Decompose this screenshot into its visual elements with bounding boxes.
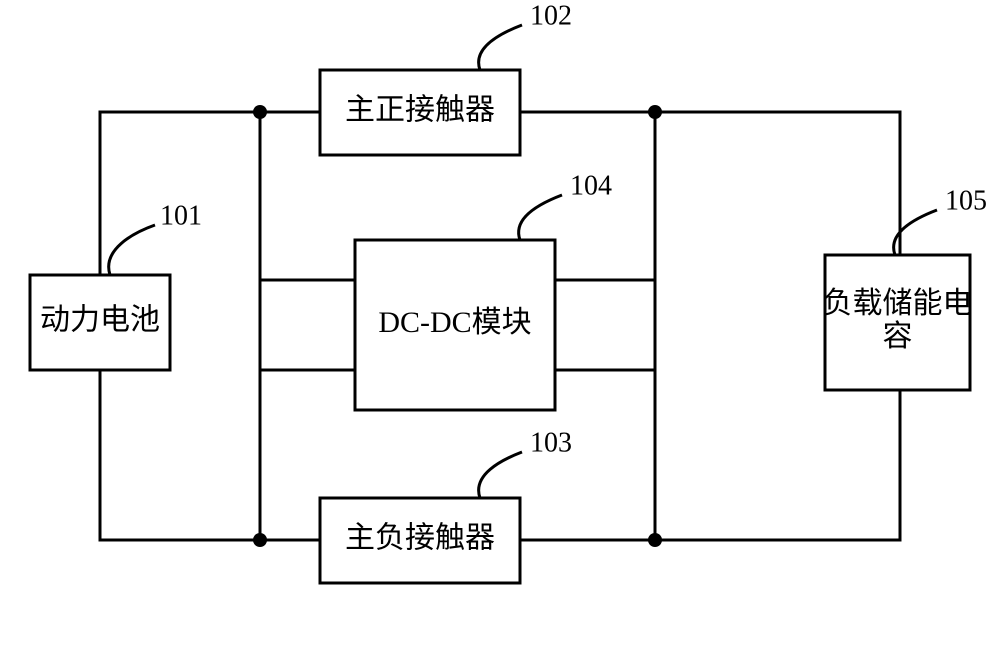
main-negative-contactor-box-label: 主负接触器 (345, 521, 495, 554)
load-capacitor-box: 负载储能电容 (823, 255, 973, 390)
callout-102: 102 (479, 0, 572, 70)
dcdc-module-box-label: DC-DC模块 (378, 306, 531, 339)
callout-103: 103 (479, 427, 572, 498)
load-capacitor-box-label-line2: 容 (883, 320, 913, 353)
battery-box-label: 动力电池 (40, 303, 160, 336)
junction-dot (648, 105, 662, 119)
load-capacitor-box-label-line1: 负载储能电 (823, 287, 973, 320)
main-negative-contactor-box: 主负接触器 (320, 498, 520, 583)
callout-104: 104 (519, 170, 612, 240)
main-positive-contactor-box-label: 主正接触器 (345, 93, 495, 126)
main-positive-contactor-box: 主正接触器 (320, 70, 520, 155)
callout-105: 105 (894, 185, 987, 255)
callout-101: 101 (109, 200, 202, 275)
block-diagram: 动力电池 主正接触器主负接触器 DC-DC模块 负载储能电容 101 102 103 104 1… (0, 0, 1000, 647)
junction-dot (648, 533, 662, 547)
callout-101-text: 101 (160, 200, 202, 231)
dcdc-module-box: DC-DC模块 (355, 240, 555, 410)
junction-dot (253, 105, 267, 119)
callout-102-text: 102 (530, 0, 572, 31)
battery-box: 动力电池 (30, 275, 170, 370)
callout-104-text: 104 (570, 170, 612, 201)
callout-103-text: 103 (530, 427, 572, 458)
callout-105-text: 105 (945, 185, 987, 216)
junction-dot (253, 533, 267, 547)
